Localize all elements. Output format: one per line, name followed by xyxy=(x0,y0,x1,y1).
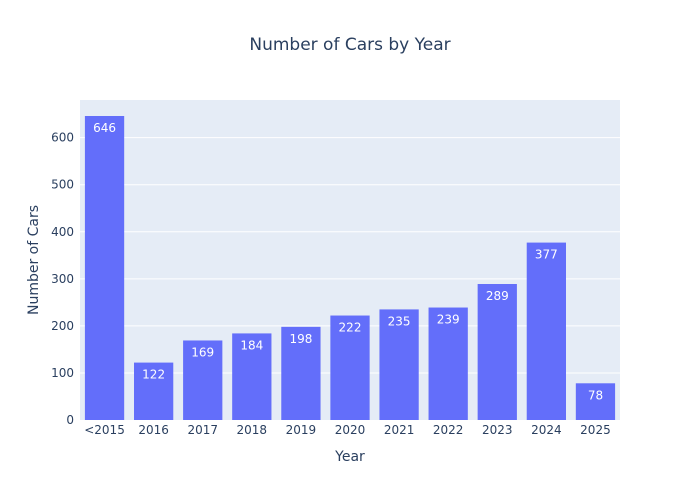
y-tick-label: 400 xyxy=(51,225,74,239)
x-tick-label: 2025 xyxy=(580,423,611,437)
bar-value-label: 239 xyxy=(437,313,460,327)
data-labels: 646 122 169 184 198 222 235 239 289 377 78 xyxy=(93,121,603,402)
bar-8 xyxy=(428,307,468,420)
bar-value-label: 184 xyxy=(240,338,263,352)
x-tick-label: 2023 xyxy=(482,423,513,437)
x-axis-ticks: <2015 2016 2017 2018 2019 2020 2021 2022 2023 202… xyxy=(84,423,610,437)
x-tick-label: 2017 xyxy=(187,423,218,437)
bar-7 xyxy=(379,309,419,420)
bar-10 xyxy=(526,242,566,420)
y-tick-label: 200 xyxy=(51,319,74,333)
bar-value-label: 289 xyxy=(486,289,509,303)
x-axis-title: Year xyxy=(334,449,365,465)
x-tick-label: 2019 xyxy=(286,423,317,437)
bar-6 xyxy=(330,315,370,420)
bar-1 xyxy=(84,116,125,420)
bar-3 xyxy=(183,340,223,420)
bar-value-label: 169 xyxy=(191,345,214,359)
x-tick-label: 2022 xyxy=(433,423,464,437)
bar-value-label: 122 xyxy=(142,368,165,382)
bar-value-label: 222 xyxy=(339,321,362,335)
bar-value-label: 198 xyxy=(289,332,312,346)
bar-11 xyxy=(575,383,616,420)
y-tick-label: 0 xyxy=(66,413,74,427)
y-tick-label: 600 xyxy=(51,131,74,145)
x-tick-label: <2015 xyxy=(84,423,125,437)
chart-title: Number of Cars by Year xyxy=(249,35,450,55)
bar-value-label: 235 xyxy=(388,314,411,328)
bar-2 xyxy=(134,362,174,420)
x-tick-label: 2021 xyxy=(384,423,415,437)
x-tick-label: 2018 xyxy=(237,423,268,437)
x-tick-label: 2016 xyxy=(138,423,169,437)
bar-value-label: 646 xyxy=(93,121,116,135)
bar-9 xyxy=(477,284,517,420)
bar-5 xyxy=(281,326,321,420)
y-tick-label: 100 xyxy=(51,366,74,380)
bar-4 xyxy=(232,333,272,420)
x-tick-label: 2024 xyxy=(531,423,562,437)
bar-value-label: 377 xyxy=(535,248,558,262)
bar-value-label: 78 xyxy=(588,388,603,402)
y-axis-title: Number of Cars xyxy=(26,205,42,315)
y-tick-label: 500 xyxy=(51,178,74,192)
y-axis-ticks: 0 100 200 300 400 500 600 xyxy=(51,131,74,427)
bars xyxy=(84,116,616,420)
y-tick-label: 300 xyxy=(51,272,74,286)
x-tick-label: 2020 xyxy=(335,423,366,437)
